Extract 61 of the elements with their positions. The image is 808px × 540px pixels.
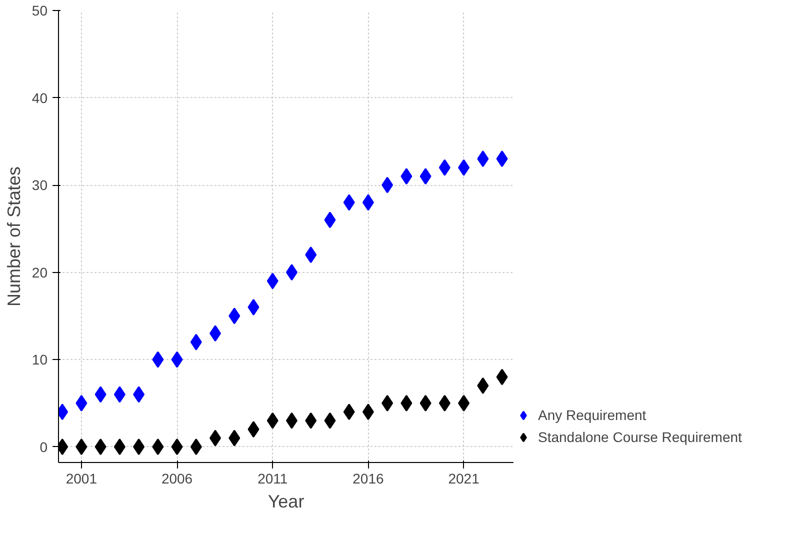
x-tick-label: 2011 <box>258 470 288 486</box>
point <box>248 421 260 438</box>
point <box>362 194 374 211</box>
point <box>420 168 432 185</box>
point <box>458 159 470 176</box>
point <box>266 272 278 290</box>
point <box>152 438 164 456</box>
x-axis-title: Year <box>268 492 304 512</box>
y-tick-label: 10 <box>32 352 48 368</box>
point <box>171 351 183 368</box>
point <box>190 438 202 456</box>
point <box>362 404 374 420</box>
point <box>228 430 240 446</box>
x-tick-label: 2021 <box>448 470 480 486</box>
x-tick-label: 2001 <box>66 470 98 486</box>
point <box>438 159 450 176</box>
point <box>94 438 106 456</box>
point <box>76 394 88 412</box>
point <box>266 412 278 429</box>
point <box>382 394 394 412</box>
point <box>286 264 298 281</box>
point <box>420 394 432 412</box>
point <box>133 438 145 456</box>
point <box>114 386 126 403</box>
point <box>286 412 298 429</box>
point <box>305 412 317 429</box>
point <box>190 334 202 350</box>
y-tick-label: 20 <box>32 264 48 280</box>
point <box>324 212 336 228</box>
y-axis-title: Number of States <box>4 166 24 307</box>
x-tick-label: 2006 <box>161 470 193 486</box>
point <box>343 194 355 211</box>
point <box>114 438 126 456</box>
point <box>438 394 450 412</box>
point <box>458 394 470 412</box>
point <box>171 438 183 456</box>
point <box>76 438 88 456</box>
x-tick-label: 2016 <box>352 470 384 486</box>
point <box>305 246 317 264</box>
point <box>228 308 240 324</box>
point <box>477 377 489 394</box>
point <box>133 386 145 403</box>
y-tick-label: 0 <box>40 438 48 455</box>
point <box>152 351 164 368</box>
point <box>248 298 260 316</box>
legend-label: Any Requirement <box>538 407 646 423</box>
point <box>324 412 336 429</box>
point <box>400 394 412 412</box>
point <box>477 150 489 168</box>
point <box>210 325 222 342</box>
point <box>400 168 412 185</box>
y-tick-label: 30 <box>32 177 48 194</box>
point <box>496 150 508 168</box>
y-tick-label: 40 <box>32 90 48 106</box>
legend-label: Standalone Course Requirement <box>538 429 742 445</box>
point <box>382 176 394 194</box>
y-tick-label: 50 <box>32 2 48 18</box>
point <box>94 386 106 403</box>
point <box>343 404 355 420</box>
point <box>496 368 508 386</box>
point <box>210 430 222 446</box>
